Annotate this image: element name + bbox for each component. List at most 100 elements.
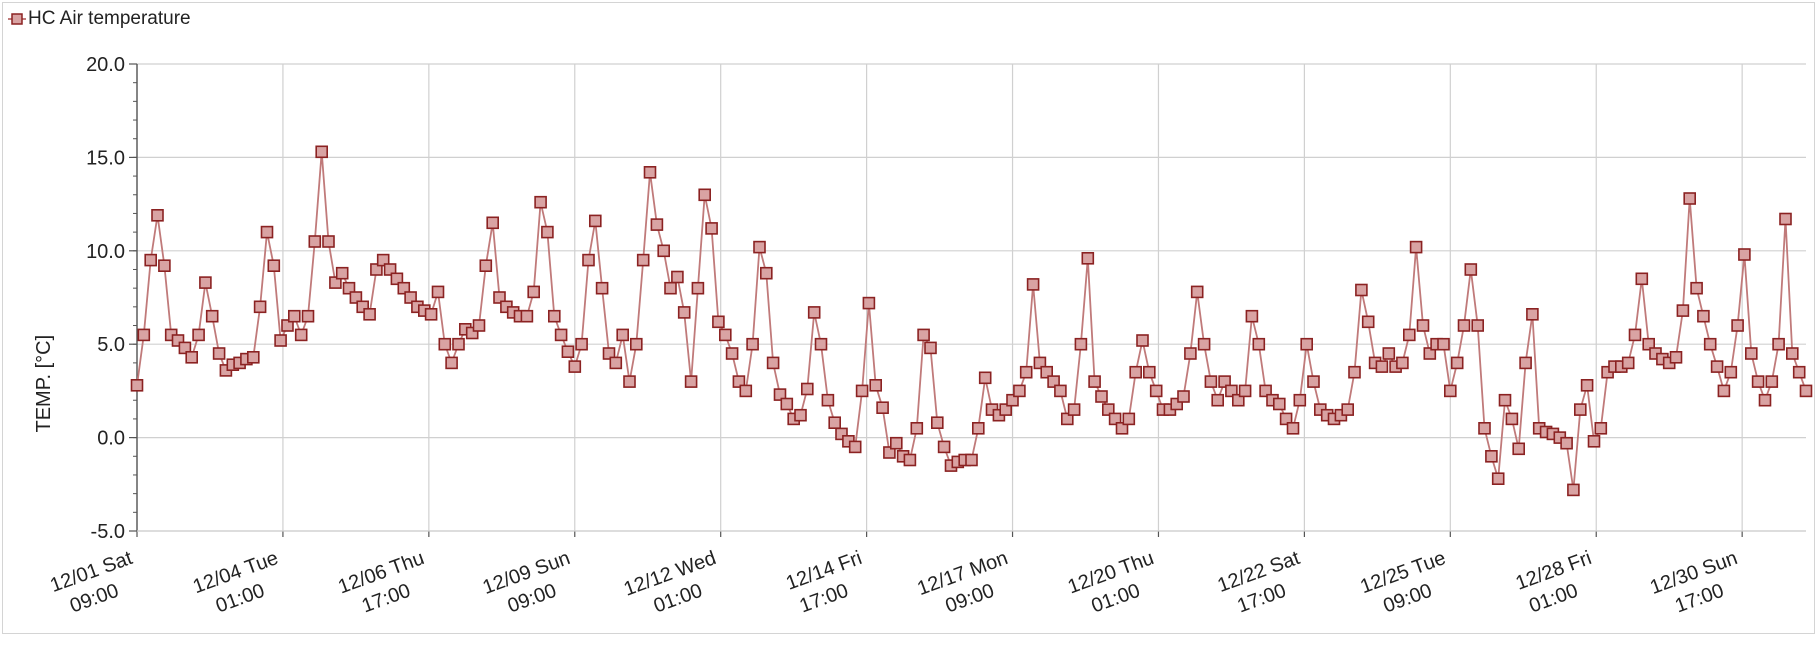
data-point: [342, 281, 356, 295]
data-point: [1560, 436, 1573, 450]
data-point: [1635, 272, 1649, 286]
data-point: [1396, 356, 1409, 370]
data-point: [705, 222, 718, 235]
data-point: [883, 446, 896, 459]
data-point: [657, 244, 671, 258]
data-point: [376, 253, 390, 267]
data-point: [1006, 393, 1019, 407]
data-point: [1724, 365, 1738, 379]
data-point: [999, 403, 1013, 416]
data-point: [1437, 337, 1450, 351]
data-point: [151, 209, 164, 222]
legend[interactable]: HC Air temperature: [8, 6, 191, 32]
data-point: [431, 285, 445, 299]
data-point: [1211, 393, 1224, 407]
data-point: [534, 195, 547, 209]
data-point: [349, 291, 363, 304]
data-point: [718, 328, 732, 342]
data-point: [1149, 384, 1163, 398]
data-point: [486, 216, 500, 230]
data-point: [1341, 403, 1354, 416]
data-point: [1731, 319, 1744, 332]
data-point: [1580, 378, 1594, 392]
data-point: [452, 337, 465, 351]
data-point: [404, 291, 417, 304]
data-point: [1498, 393, 1512, 407]
data-point: [636, 253, 650, 267]
data-point: [267, 259, 281, 273]
y-tick-label: 5.0: [97, 334, 125, 356]
data-point: [773, 388, 787, 401]
data-point: [390, 272, 404, 286]
data-point: [1067, 403, 1081, 416]
data-point: [664, 281, 677, 295]
data-point: [1485, 449, 1498, 463]
data-point: [848, 440, 862, 454]
data-point: [595, 281, 609, 295]
legend-marker-icon: [8, 13, 26, 25]
data-point: [1676, 304, 1690, 317]
data-point: [1574, 403, 1587, 416]
data-point: [602, 347, 616, 360]
data-point: [1751, 375, 1765, 388]
data-point: [1779, 212, 1792, 226]
series-hc-air-temperature: [130, 145, 1813, 497]
data-point: [712, 315, 725, 329]
data-point: [1710, 360, 1724, 373]
data-point: [1444, 384, 1457, 398]
data-point: [158, 259, 171, 273]
y-tick-label: 10.0: [86, 241, 125, 263]
data-point: [862, 296, 876, 310]
data-point: [1348, 365, 1361, 379]
data-point: [424, 307, 438, 321]
legend-label: HC Air temperature: [28, 8, 191, 29]
data-point: [1505, 412, 1519, 426]
data-point: [1115, 421, 1129, 435]
y-tick-label: 15.0: [86, 147, 125, 169]
data-point: [322, 235, 335, 248]
data-point: [205, 309, 219, 323]
data-point: [479, 259, 493, 273]
data-point: [1252, 337, 1266, 351]
data-point: [1218, 375, 1231, 388]
data-point: [1478, 421, 1491, 435]
data-point: [1040, 365, 1053, 379]
data-point: [807, 306, 821, 319]
data-point: [1512, 442, 1525, 456]
data-point: [561, 345, 575, 359]
data-point: [212, 347, 226, 360]
data-point: [623, 375, 636, 388]
data-point: [691, 281, 705, 295]
data-point: [1594, 421, 1608, 435]
data-point: [924, 341, 937, 355]
data-point: [1642, 337, 1655, 351]
data-point: [1225, 384, 1238, 398]
data-point: [609, 356, 623, 370]
data-point: [821, 393, 835, 407]
data-point: [643, 166, 657, 179]
data-point: [1382, 347, 1396, 360]
data-point: [1567, 483, 1580, 497]
data-point: [629, 337, 643, 351]
data-point: [1197, 337, 1211, 351]
data-point: [1450, 356, 1464, 370]
data-point: [814, 337, 828, 351]
data-point: [794, 408, 807, 422]
data-point: [274, 334, 287, 347]
data-point: [1259, 384, 1272, 398]
data-point: [1703, 337, 1717, 351]
data-point: [144, 253, 157, 267]
data-point: [356, 300, 370, 314]
data-point: [301, 309, 315, 323]
data-point: [287, 309, 301, 323]
data-point: [363, 307, 376, 321]
data-point: [684, 375, 698, 388]
